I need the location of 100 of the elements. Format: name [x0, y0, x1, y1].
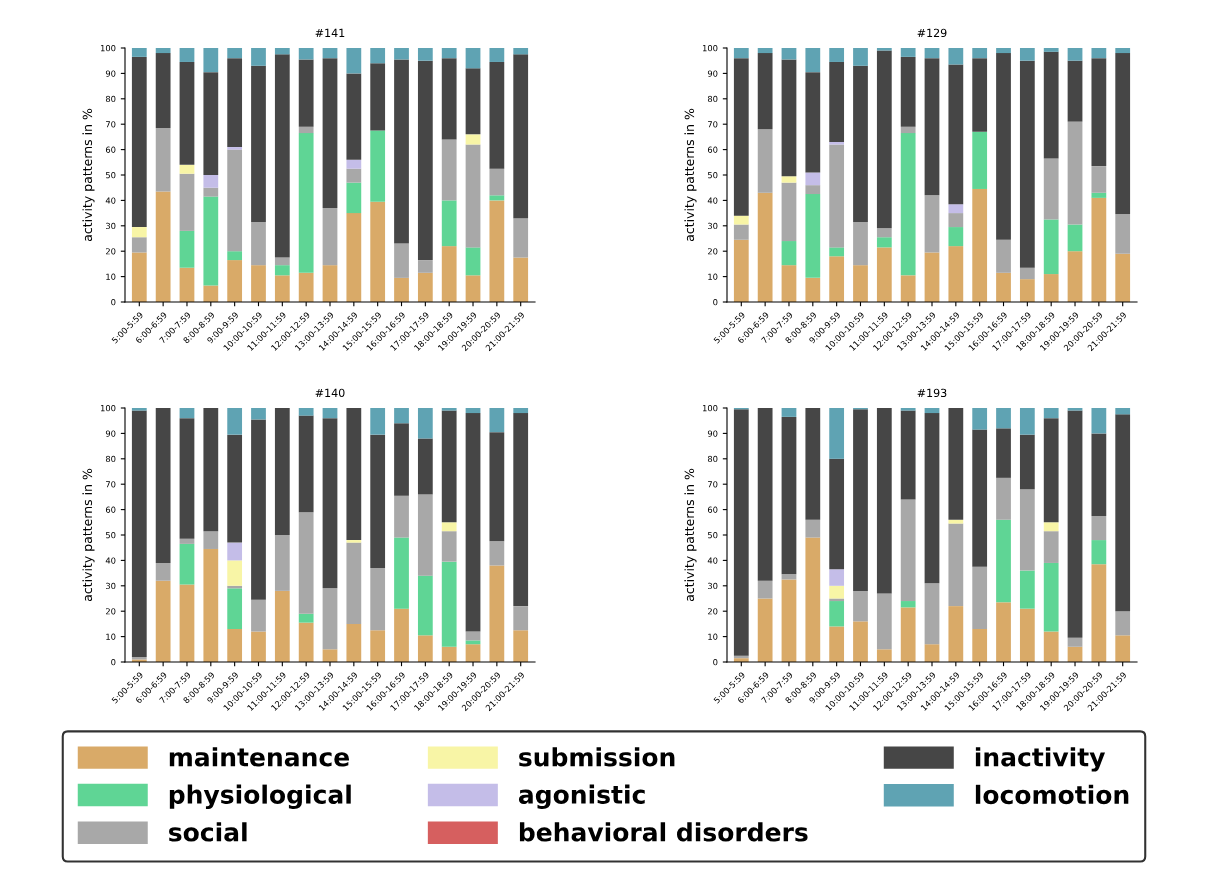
- bar: [1019, 434, 1035, 490]
- bar: [829, 141, 845, 145]
- bar: [1115, 214, 1131, 254]
- bar: [370, 434, 386, 569]
- legend-label: social: [169, 822, 247, 842]
- bar: [1091, 166, 1107, 193]
- legend-label: behavioral disorders: [519, 822, 808, 842]
- bar: [179, 48, 195, 62]
- bar: [394, 243, 409, 278]
- bar: [513, 257, 529, 302]
- bar: [829, 626, 845, 662]
- bar: [179, 418, 195, 539]
- bar: [948, 204, 964, 214]
- bar: [394, 277, 409, 302]
- bar: [1019, 267, 1035, 280]
- bar: [465, 144, 481, 248]
- bar: [394, 59, 409, 244]
- bar: [805, 408, 821, 520]
- bar: [1019, 408, 1035, 435]
- y-tick-label: 40: [105, 197, 116, 204]
- bar: [298, 59, 314, 127]
- bar: [757, 192, 773, 302]
- bar: [322, 408, 338, 419]
- bar: [179, 173, 195, 231]
- y-tick-label: 90: [707, 430, 718, 437]
- bar: [179, 538, 195, 544]
- bar: [227, 408, 243, 435]
- bar: [948, 606, 964, 662]
- bar: [346, 168, 362, 183]
- y-tick-label: 100: [702, 44, 718, 52]
- bar: [757, 408, 773, 581]
- bar: [346, 408, 362, 541]
- bar: [900, 126, 916, 134]
- bar: [322, 48, 338, 59]
- bar: [781, 182, 797, 242]
- bar: [155, 580, 171, 662]
- bar: [924, 195, 940, 253]
- y-tick-label: 100: [702, 404, 718, 412]
- bar: [733, 58, 749, 216]
- bar: [948, 227, 964, 247]
- bar: [876, 649, 892, 662]
- bar: [370, 408, 386, 435]
- bar: [251, 631, 266, 662]
- bar: [1115, 48, 1131, 54]
- bar: [829, 61, 845, 142]
- bar: [900, 607, 916, 662]
- bar: [853, 265, 868, 302]
- y-tick-label: 80: [707, 95, 718, 103]
- y-tick-label: 90: [707, 70, 718, 77]
- bar: [227, 260, 243, 302]
- y-tick-label: 50: [708, 531, 718, 539]
- bar: [274, 48, 290, 55]
- y-tick-label: 50: [708, 171, 718, 179]
- bar: [346, 623, 362, 662]
- bar: [876, 50, 892, 229]
- bar: [179, 543, 195, 585]
- bar: [900, 410, 916, 500]
- bar: [1043, 158, 1059, 220]
- bar: [179, 408, 195, 419]
- bar: [829, 48, 845, 62]
- bar: [1067, 60, 1083, 122]
- bar: [227, 48, 243, 59]
- y-axis-title: activity patterns in %: [82, 108, 95, 242]
- y-tick-label: 0: [713, 298, 718, 306]
- bar: [948, 408, 964, 520]
- y-tick-label: 50: [106, 531, 116, 539]
- bar: [417, 494, 433, 576]
- bar: [465, 275, 481, 302]
- bar: [924, 252, 940, 302]
- bar: [274, 257, 290, 266]
- y-tick-label: 70: [106, 481, 116, 488]
- bar: [346, 213, 362, 302]
- bar: [370, 201, 386, 302]
- bar: [513, 48, 529, 55]
- y-tick-label: 70: [106, 121, 116, 128]
- y-tick-label: 10: [708, 273, 718, 280]
- bar: [346, 182, 362, 214]
- bar: [1043, 522, 1059, 532]
- bar: [1019, 489, 1035, 571]
- bar: [417, 438, 433, 495]
- bar: [298, 408, 314, 416]
- bar: [948, 64, 964, 205]
- bar: [131, 252, 147, 302]
- bar: [781, 579, 797, 662]
- bar: [489, 565, 505, 662]
- bar: [227, 588, 243, 629]
- bar: [251, 419, 266, 600]
- bar: [900, 601, 916, 608]
- bar: [757, 48, 773, 54]
- bar: [417, 260, 433, 273]
- bar: [1067, 408, 1083, 411]
- bar: [227, 149, 243, 252]
- y-tick-label: 60: [105, 506, 116, 513]
- bar: [513, 54, 529, 219]
- bar: [346, 542, 362, 624]
- bar: [441, 48, 457, 59]
- bar: [1115, 611, 1131, 636]
- bar: [179, 230, 195, 268]
- bar: [948, 48, 964, 65]
- bar: [1115, 414, 1131, 612]
